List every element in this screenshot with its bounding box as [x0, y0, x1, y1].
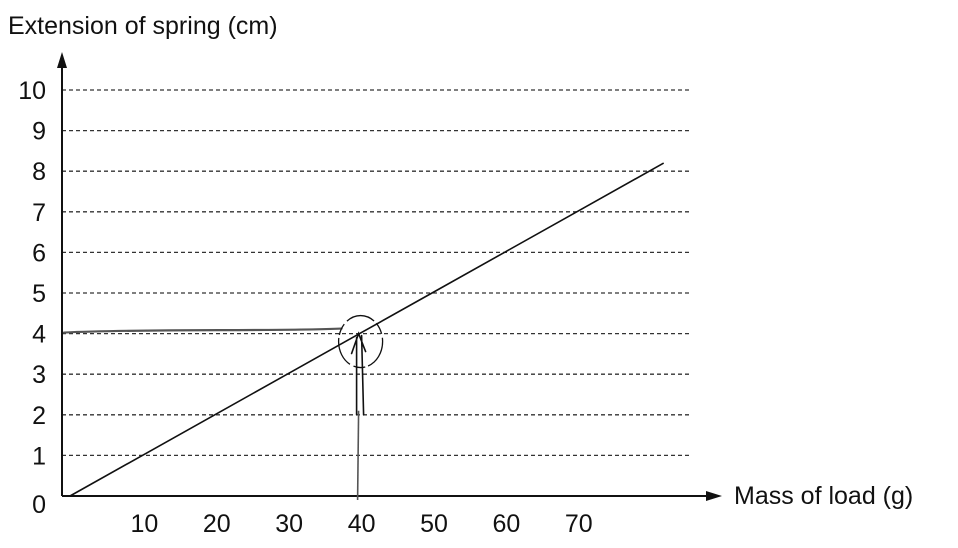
y-tick-labels: 0 1 2 3 4 5 6 7 8 9 10 [18, 77, 46, 519]
y-tick-label-2: 2 [32, 402, 46, 430]
y-tick-label-6: 6 [32, 239, 46, 267]
x-axis-title: Mass of load (g) [734, 482, 913, 510]
y-tick-label-0: 0 [32, 491, 46, 519]
reading-circle [337, 314, 384, 369]
x-tick-labels: 10 20 30 40 50 60 70 [130, 510, 592, 538]
reading-vertical-line [356, 410, 360, 501]
x-tick-label-20: 20 [203, 510, 231, 538]
x-tick-label-50: 50 [420, 510, 448, 538]
y-axis-title: Extension of spring (cm) [8, 12, 278, 40]
y-tick-label-8: 8 [32, 158, 46, 186]
gridlines [62, 89, 692, 457]
x-axis-arrowhead [706, 491, 722, 501]
x-tick-label-70: 70 [565, 510, 593, 538]
reading-annotations [62, 314, 384, 501]
x-tick-label-40: 40 [348, 510, 376, 538]
y-tick-label-1: 1 [32, 442, 46, 470]
y-tick-label-9: 9 [32, 118, 46, 146]
y-axis-arrowhead [57, 52, 67, 68]
series-line-0 [69, 162, 665, 497]
y-tick-label-3: 3 [32, 361, 46, 389]
reading-arrow [350, 331, 367, 416]
y-tick-label-10: 10 [18, 77, 46, 105]
x-tick-label-60: 60 [492, 510, 520, 538]
y-tick-label-7: 7 [32, 199, 46, 227]
y-tick-label-5: 5 [32, 280, 46, 308]
series [69, 162, 665, 497]
x-tick-label-30: 30 [275, 510, 303, 538]
axes [57, 52, 722, 501]
reading-horizontal-line [62, 327, 343, 334]
x-tick-label-10: 10 [130, 510, 158, 538]
y-tick-label-4: 4 [32, 321, 46, 349]
